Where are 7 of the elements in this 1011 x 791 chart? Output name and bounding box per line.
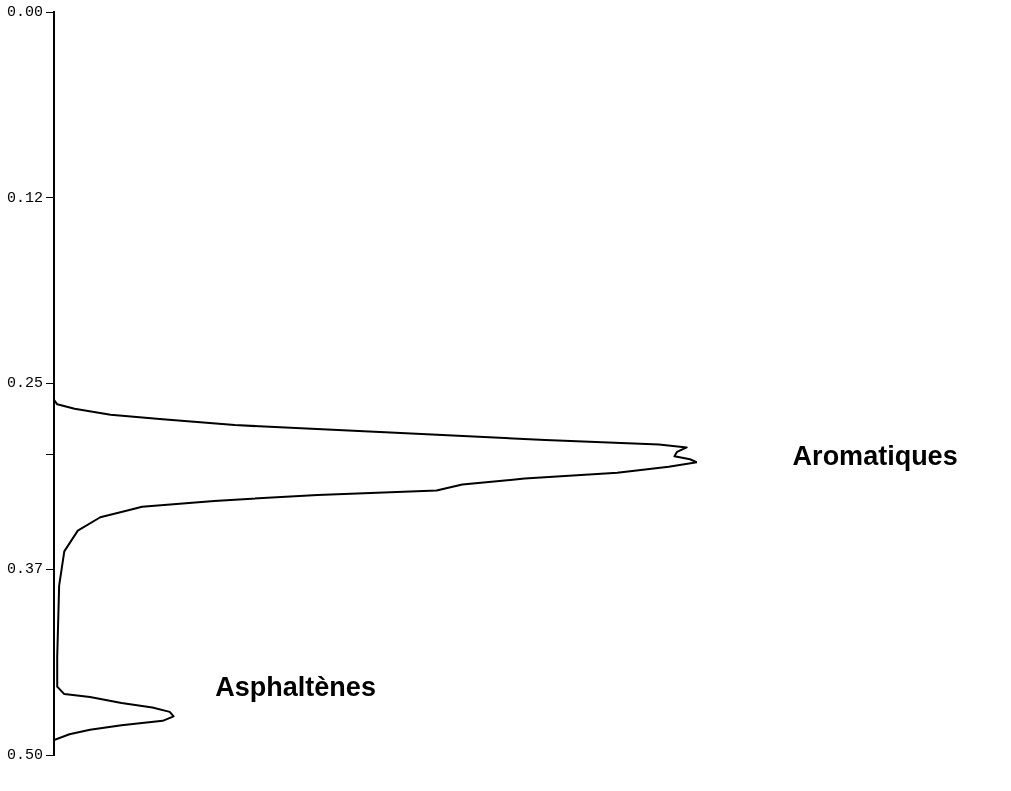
annotation: Asphaltènes xyxy=(215,671,376,702)
y-tick-label: 0.37 xyxy=(6,561,44,579)
y-tick-label: 0.50 xyxy=(6,746,44,764)
y-tick-label: 0.12 xyxy=(6,189,44,207)
text: Aromatiques xyxy=(792,440,958,471)
y-tick-label: 0.25 xyxy=(6,375,44,393)
y-tick-label: 0.00 xyxy=(6,3,44,21)
